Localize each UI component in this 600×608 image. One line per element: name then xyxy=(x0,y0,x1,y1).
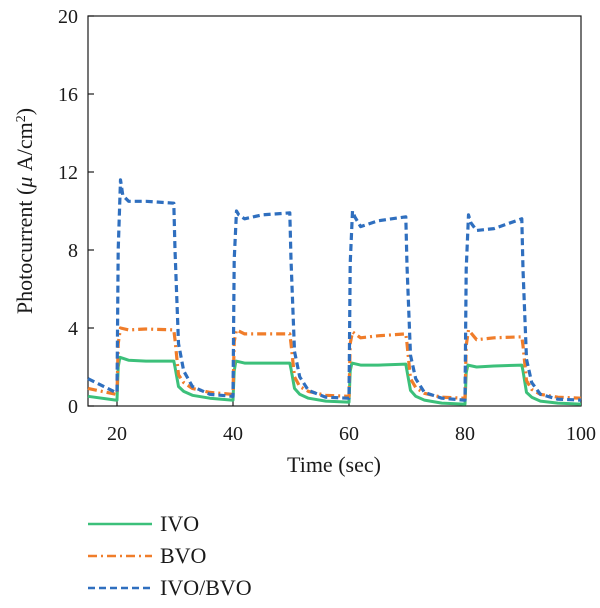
series-line-ivo xyxy=(87,355,582,406)
x-axis-title: Time (sec) xyxy=(287,452,381,477)
x-axis-ticks: 20 40 60 80 100 xyxy=(107,400,596,445)
y-tick-label: 8 xyxy=(68,240,78,262)
x-tick-label: 60 xyxy=(339,423,359,445)
series-line-ivo-bvo xyxy=(87,178,582,402)
y-axis-title: Photocurrent (μ A/cm2) xyxy=(12,108,37,314)
y-axis-title-suffix: ) xyxy=(12,108,37,115)
legend-item-bvo: BVO xyxy=(88,540,252,572)
legend-label-ivo-bvo: IVO/BVO xyxy=(160,575,252,600)
legend-label-ivo: IVO xyxy=(160,511,200,536)
legend-swatch-ivo xyxy=(88,522,152,526)
y-axis-title-superscript: 2 xyxy=(14,115,29,122)
y-tick-label: 4 xyxy=(68,318,78,340)
y-axis-ticks: 0 4 8 12 16 20 xyxy=(58,6,94,418)
legend-swatch-bvo xyxy=(88,554,152,558)
y-tick-label: 16 xyxy=(58,84,78,106)
x-tick-label: 40 xyxy=(223,423,243,445)
x-tick-label: 20 xyxy=(107,423,127,445)
legend-label-bvo: BVO xyxy=(160,543,207,568)
y-axis-title-mu: μ xyxy=(12,177,37,189)
series-line-bvo xyxy=(87,326,582,400)
x-tick-label: 80 xyxy=(455,423,475,445)
legend: IVO BVO IVO/BVO xyxy=(88,508,252,604)
y-axis-title-unit: A/cm xyxy=(12,122,37,176)
legend-swatch-ivo-bvo xyxy=(88,586,152,590)
y-tick-label: 20 xyxy=(58,6,78,28)
y-tick-label: 12 xyxy=(58,162,78,184)
plot-area xyxy=(87,15,582,407)
legend-item-ivo-bvo: IVO/BVO xyxy=(88,572,252,604)
series-layer xyxy=(87,178,582,406)
x-tick-label: 100 xyxy=(566,423,596,445)
legend-item-ivo: IVO xyxy=(88,508,252,540)
y-tick-label: 0 xyxy=(68,396,78,418)
y-axis-title-prefix: Photocurrent ( xyxy=(12,188,37,314)
